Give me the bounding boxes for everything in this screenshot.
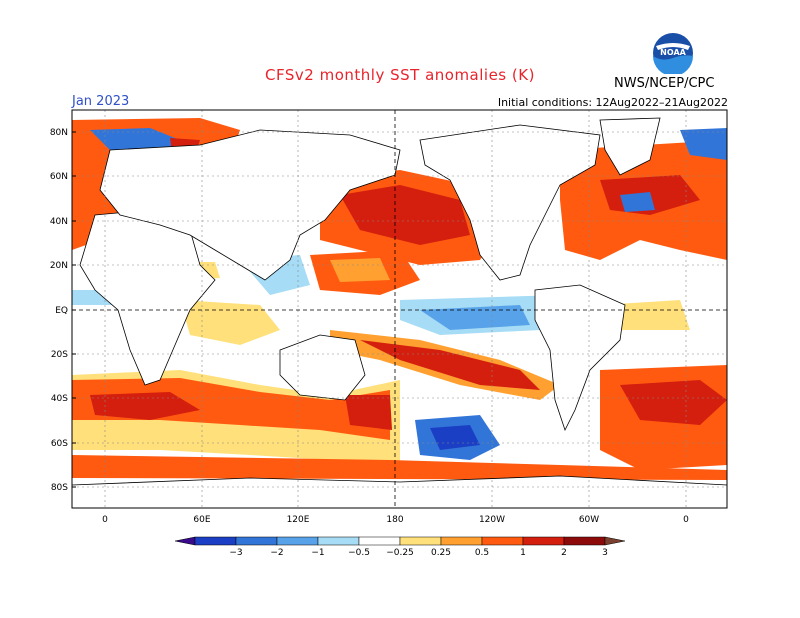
lon-tick-label: 0: [683, 515, 689, 525]
latitude-labels: 80N 60N 40N 20N EQ 20S 40S 60S 80S: [50, 128, 76, 493]
anomaly-region: [180, 300, 280, 345]
colorbar-label: −1: [311, 548, 324, 558]
lat-tick-label: 20N: [50, 261, 68, 271]
anomaly-region: [345, 395, 392, 430]
colorbar-min-arrow: [174, 536, 196, 546]
lat-tick-label: 80N: [50, 128, 68, 138]
colorbar-segment: [358, 536, 401, 546]
colorbar-label: 3: [602, 548, 608, 558]
colorbar-label: −2: [270, 548, 283, 558]
colorbar-label: −0.5: [348, 548, 370, 558]
lon-tick-label: 0: [102, 515, 108, 525]
chart-title: CFSv2 monthly SST anomalies (K): [265, 66, 535, 84]
anomaly-region: [680, 128, 727, 160]
anomaly-region: [620, 380, 727, 425]
anomaly-region: [420, 305, 530, 330]
greenland-landmass: [599, 117, 661, 176]
forecast-month: Jan 2023: [72, 94, 130, 109]
colorbar-segment: [481, 536, 524, 546]
colorbar-label: 2: [561, 548, 567, 558]
colorbar-max-arrow: [604, 536, 626, 546]
lon-tick-label: 60W: [579, 515, 599, 525]
colorbar-label: 0.25: [431, 548, 451, 558]
colorbar-segment: [194, 536, 237, 546]
north-america-landmass: [419, 124, 601, 281]
gridlines: [72, 110, 727, 508]
anomaly-region: [620, 192, 655, 212]
anomaly-field: [72, 118, 727, 480]
lat-tick-label: 80S: [51, 483, 68, 493]
colorbar-segment: [235, 536, 278, 546]
lat-tick-label: 40S: [51, 394, 68, 404]
longitude-labels: 0 60E 120E 180 120W 60W 0: [102, 515, 689, 525]
lat-tick-label: 60S: [51, 439, 68, 449]
anomaly-region: [340, 185, 470, 245]
anomaly-region: [430, 425, 480, 450]
anomaly-region: [330, 258, 390, 282]
anomaly-region: [360, 340, 540, 390]
anomaly-region: [90, 392, 200, 420]
colorbar-segment: [399, 536, 442, 546]
noaa-logo-icon: NOAA: [653, 33, 693, 74]
south-america-landmass: [534, 284, 626, 432]
colorbar-label: −3: [229, 548, 242, 558]
coastlines: [72, 117, 727, 508]
agency-label: NWS/NCEP/CPC: [614, 76, 715, 91]
australia-landmass: [279, 334, 366, 401]
colorbar: −3 −2 −1 −0.5 −0.25 0.25 0.5 1 2 3: [174, 536, 626, 558]
logo-text: NOAA: [660, 48, 686, 57]
colorbar-segment: [563, 536, 606, 546]
lon-tick-label: 120W: [479, 515, 505, 525]
colorbar-segment: [522, 536, 565, 546]
lon-tick-label: 180: [386, 515, 403, 525]
lon-tick-label: 120E: [287, 515, 310, 525]
map-frame: [71, 109, 728, 509]
eurasia-landmass: [99, 129, 401, 281]
antarctica-landmass: [72, 475, 727, 508]
colorbar-segment: [276, 536, 319, 546]
colorbar-label: 0.5: [475, 548, 489, 558]
lat-tick-label: 40N: [50, 217, 68, 227]
lat-tick-label: 20S: [51, 350, 68, 360]
colorbar-segment: [440, 536, 483, 546]
colorbar-label: 1: [520, 548, 526, 558]
lat-tick-label: 60N: [50, 172, 68, 182]
anomaly-region: [72, 455, 727, 480]
initial-conditions: Initial conditions: 12Aug2022–21Aug2022: [497, 96, 728, 109]
colorbar-segment: [317, 536, 360, 546]
lon-tick-label: 60E: [193, 515, 210, 525]
colorbar-label: −0.25: [386, 548, 414, 558]
lat-tick-label: EQ: [55, 306, 68, 316]
